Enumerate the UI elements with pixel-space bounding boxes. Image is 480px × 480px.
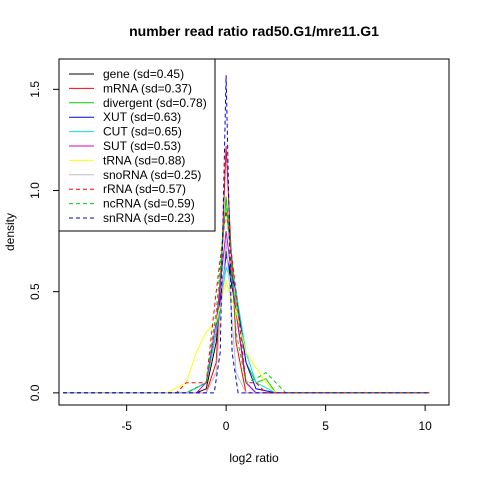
legend-box <box>58 58 216 232</box>
legend: gene (sd=0.45)mRNA (sd=0.37)divergent (s… <box>58 58 216 232</box>
legend-label: snoRNA (sd=0.25) <box>103 168 201 182</box>
legend-label: gene (sd=0.45) <box>103 67 184 81</box>
x-tick-label: 5 <box>322 419 329 433</box>
chart-title: number read ratio rad50.G1/mre11.G1 <box>129 23 379 39</box>
x-tick-label: 0 <box>223 419 230 433</box>
y-tick-label: 1.0 <box>28 182 42 199</box>
legend-label: CUT (sd=0.65) <box>103 125 182 139</box>
legend-label: mRNA (sd=0.37) <box>103 81 192 95</box>
legend-label: divergent (sd=0.78) <box>103 96 207 110</box>
x-axis: -5 0 5 10 <box>121 404 432 433</box>
series-line <box>63 200 430 394</box>
series-line <box>63 230 430 394</box>
legend-label: snRNA (sd=0.23) <box>103 211 195 225</box>
y-tick-label: 1.5 <box>28 81 42 98</box>
series-line <box>63 210 430 394</box>
y-tick-label: 0.5 <box>28 283 42 300</box>
x-tick-label: 10 <box>418 419 432 433</box>
legend-label: rRNA (sd=0.57) <box>103 182 186 196</box>
series-line <box>63 145 430 394</box>
y-axis-label: density <box>3 213 17 251</box>
legend-label: SUT (sd=0.53) <box>103 139 181 153</box>
y-tick-label: 0.0 <box>28 384 42 401</box>
legend-label: XUT (sd=0.63) <box>103 110 181 124</box>
x-tick-label: -5 <box>121 419 132 433</box>
legend-label: ncRNA (sd=0.59) <box>103 197 195 211</box>
legend-label: tRNA (sd=0.88) <box>103 153 185 167</box>
series-line <box>63 75 430 394</box>
series-layer <box>63 75 430 394</box>
x-axis-label: log2 ratio <box>229 451 279 465</box>
